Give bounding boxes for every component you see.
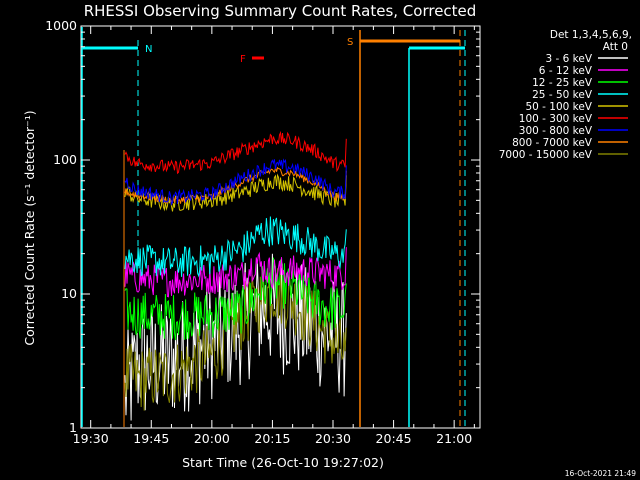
legend-title-line1: Det 1,3,4,5,6,9, (550, 29, 632, 41)
x-tick-label: 19:45 (133, 431, 169, 446)
series-line (124, 173, 347, 212)
y-tick-label: 10 (61, 286, 77, 301)
x-tick-label: 21:00 (436, 431, 472, 446)
saa-label: S (347, 37, 353, 48)
y-tick-label: 1000 (45, 18, 77, 33)
legend-label: 3 - 6 keV (545, 53, 592, 65)
legend-label: 100 - 300 keV (519, 113, 593, 125)
legend-title-line2: Att 0 (603, 41, 628, 53)
legend-label: 6 - 12 keV (539, 65, 593, 77)
legend-label: 7000 - 15000 keV (499, 149, 593, 161)
series-line (124, 247, 347, 298)
series-line (124, 216, 347, 278)
series-layer (124, 130, 347, 421)
legend-label: 25 - 50 keV (532, 89, 593, 101)
x-tick-label: 20:00 (194, 431, 230, 446)
series-line (124, 257, 347, 341)
night-label: N (145, 44, 152, 55)
orbit-annotations: N S F (81, 27, 466, 427)
legend-label: 12 - 25 keV (532, 77, 593, 89)
x-tick-label: 19:30 (73, 431, 109, 446)
y-tick-label: 100 (53, 152, 77, 167)
x-tick-label: 20:30 (315, 431, 351, 446)
y-axis-label: Corrected Count Rate (s⁻¹ detector⁻¹) (22, 110, 37, 345)
y-tick-label: 1 (69, 420, 77, 435)
plot-frame (80, 25, 481, 429)
x-tick-label: 20:45 (376, 431, 412, 446)
chart-title: RHESSI Observing Summary Count Rates, Co… (84, 2, 477, 20)
generation-timestamp: 16-Oct-2021 21:49 (565, 469, 636, 478)
legend-label: 50 - 100 keV (525, 101, 592, 113)
series-line (124, 130, 347, 175)
series-line (124, 158, 347, 206)
legend-label: 800 - 7000 keV (512, 137, 593, 149)
x-axis-label: Start Time (26-Oct-10 19:27:02) (182, 455, 384, 470)
x-tick-label: 20:15 (254, 431, 290, 446)
flare-label: F (240, 54, 246, 65)
axes: 19:30 19:45 20:00 20:15 20:30 20:45 21:00 1 10 10… (45, 18, 480, 446)
legend-label: 300 - 800 keV (519, 125, 593, 137)
